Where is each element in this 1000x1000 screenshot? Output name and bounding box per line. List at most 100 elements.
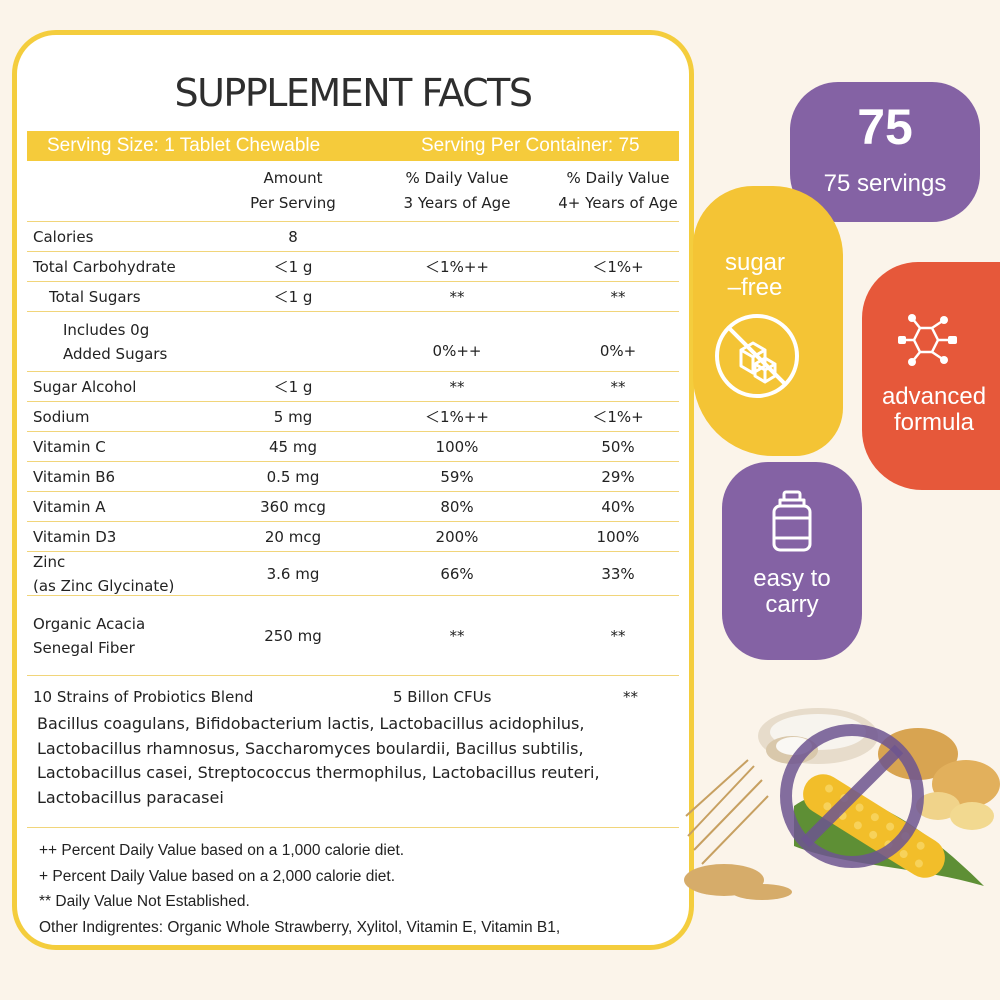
sugar-free-line2: –free	[727, 274, 783, 301]
dv3-cell: ＜1%++	[425, 257, 489, 276]
nutrient-name: Includes 0g Added Sugars	[33, 312, 263, 371]
blend-line: Bacillus coagulans, Bifidobacterium lact…	[37, 714, 585, 733]
table-row: Zinc (as Zinc Glycinate) 3.6 mg 66% 33%	[27, 551, 679, 595]
amount-cell: ＜1 g	[273, 287, 313, 306]
dv4-cell: 40%	[601, 497, 635, 516]
dv3-cell: **	[449, 287, 465, 306]
dv4-cell: **	[610, 626, 626, 645]
nutrient-name: Organic Acacia Senegal Fiber	[33, 596, 263, 675]
serving-size: Serving Size: 1 Tablet Chewable	[47, 135, 321, 156]
nutrient-name: Zinc (as Zinc Glycinate)	[33, 552, 263, 595]
other-ingredients: Vitamin B2, Vitamin B3, Vitamin B5, Vita…	[39, 940, 671, 945]
header-amount: Amount Per Serving	[217, 161, 369, 221]
nutrient-name: Vitamin D3	[33, 522, 263, 551]
dv4-cell: 0%+	[599, 342, 637, 360]
dv3-cell: 100%	[435, 437, 479, 456]
blend-name: 10 Strains of Probiotics Blend	[33, 688, 254, 706]
nutrient-name-line: Vitamin A	[33, 497, 106, 516]
nutrient-name: Vitamin A	[33, 492, 263, 521]
nutrient-name: Calories	[33, 222, 263, 251]
facts-title: SUPPLEMENT FACTS	[174, 71, 533, 115]
dv4-cell: **	[610, 377, 626, 396]
sugar-free-badge: sugar –free	[693, 186, 843, 456]
table-row: Organic Acacia Senegal Fiber 250 mg ** **	[27, 595, 679, 675]
nutrient-name-line: Vitamin C	[33, 437, 106, 456]
dv3-cell: **	[449, 626, 465, 645]
nutrient-name: Total Sugars	[33, 282, 263, 311]
servings-badge: 75 75 servings	[790, 82, 980, 222]
advanced-formula-label: advanced formula	[868, 384, 1000, 436]
header-dv4: % Daily Value 4+ Years of Age	[547, 161, 689, 221]
easy-to-carry-badge: easy to carry	[722, 462, 862, 660]
table-row: Total Sugars ＜1 g ** **	[27, 281, 679, 311]
amount-cell: 20 mcg	[264, 527, 322, 546]
dv3-cell: 80%	[440, 497, 474, 516]
carry-line2: carry	[765, 591, 819, 618]
blend-strains: Bacillus coagulans, Bifidobacterium lact…	[37, 712, 677, 810]
table-row: Total Carbohydrate ＜1 g ＜1%++ ＜1%+	[27, 251, 679, 281]
dv3-cell	[387, 222, 527, 251]
blend-line: Lactobacillus casei, Streptococcus therm…	[37, 763, 600, 782]
amount-cell: 5 mg	[273, 407, 313, 426]
amount-cell: 3.6 mg	[266, 564, 320, 583]
nutrient-name-line: Vitamin D3	[33, 527, 117, 546]
nutrient-name: Vitamin C	[33, 432, 263, 461]
servings-label: 75 servings	[823, 170, 947, 197]
dv3-cell: ＜1%++	[425, 407, 489, 426]
dv4-cell: 50%	[601, 437, 635, 456]
dv3-cell: **	[449, 377, 465, 396]
nutrient-name-line: (as Zinc Glycinate)	[33, 576, 175, 595]
header-amount-line1: Amount	[263, 168, 323, 187]
header-dv3: % Daily Value 3 Years of Age	[387, 161, 527, 221]
nutrient-name-line: Calories	[33, 227, 94, 246]
supplement-facts-panel: SUPPLEMENT FACTS Serving Size: 1 Tablet …	[12, 30, 694, 950]
dv3-cell: 0%++	[432, 342, 482, 360]
dv4-cell: 100%	[596, 527, 640, 546]
dv4-cell: ＜1%+	[592, 257, 644, 276]
table-header: Amount Per Serving % Daily Value 3 Years…	[27, 161, 679, 221]
table-row: Sugar Alcohol ＜1 g ** **	[27, 371, 679, 401]
blend-line: Lactobacillus paracasei	[37, 787, 224, 807]
advanced-formula-badge: advanced formula	[862, 262, 1000, 490]
header-dv3-line2: 3 Years of Age	[403, 194, 511, 212]
sugar-free-label: sugar –free	[693, 250, 817, 300]
footnote: ** Daily Value Not Established.	[39, 893, 250, 910]
blend-amount: 5 Billon CFUs	[393, 688, 492, 706]
dv3-cell: 200%	[435, 527, 479, 546]
table-row: Calories 8	[27, 221, 679, 251]
probiotic-blend: 10 Strains of Probiotics Blend 5 Billon …	[27, 675, 679, 825]
amount-cell: 0.5 mg	[266, 467, 320, 486]
footnotes: ++ Percent Daily Value based on a 1,000 …	[27, 827, 679, 945]
amount-cell	[217, 312, 369, 371]
nutrient-name-line: Total Carbohydrate	[33, 257, 176, 276]
blend-dv: **	[623, 688, 638, 706]
nutrient-name: Sugar Alcohol	[33, 372, 263, 401]
servings-number: 75	[857, 99, 913, 155]
footnote: + Percent Daily Value based on a 2,000 c…	[39, 867, 396, 885]
no-corn-wheat-potato-icon	[684, 708, 1000, 900]
table-row: Includes 0g Added Sugars 0%++ 0%+	[27, 311, 679, 371]
dv3-cell: 66%	[440, 564, 474, 583]
gas-canister-icon	[772, 490, 812, 552]
table-row: Vitamin A 360 mcg 80% 40%	[27, 491, 679, 521]
blend-line: Lactobacillus rhamnosus, Saccharomyces b…	[37, 738, 584, 758]
dv4-cell: 33%	[601, 564, 635, 583]
dv4-cell	[547, 222, 689, 251]
nutrient-name: Vitamin B6	[33, 462, 263, 491]
carry-line1: easy to	[753, 565, 831, 592]
dv4-cell: 29%	[601, 467, 635, 486]
advanced-line1: advanced	[881, 383, 987, 410]
amount-cell: 360 mcg	[260, 497, 326, 516]
serving-per-container: Serving Per Container: 75	[421, 135, 640, 156]
dv3-cell: 59%	[440, 467, 474, 486]
nutrient-name-line: Sugar Alcohol	[33, 377, 137, 396]
nutrient-name-line: Organic Acacia	[33, 614, 146, 633]
nutrient-name-line: Vitamin B6	[33, 467, 116, 486]
nutrient-name-line: Includes 0g	[63, 320, 150, 339]
nutrient-name-line: Senegal Fiber	[33, 638, 135, 657]
amount-cell: ＜1 g	[273, 377, 313, 396]
table-row: Sodium 5 mg ＜1%++ ＜1%+	[27, 401, 679, 431]
amount-cell: 250 mg	[264, 626, 322, 645]
nutrient-name-line: Zinc	[33, 552, 66, 571]
header-amount-line2: Per Serving	[250, 194, 336, 212]
